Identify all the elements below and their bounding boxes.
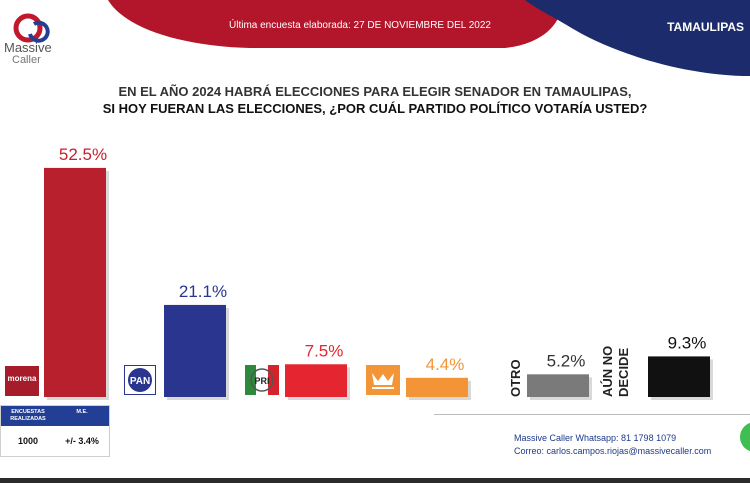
survey-info-table: ENCUESTAS REALIZADAS M.E. 1000 +/- 3.4% [0,405,110,457]
value-label: 9.3% [668,333,707,352]
category-label: DECIDE [616,348,631,397]
pri-logo-icon: PRI [245,365,279,395]
value-label: 5.2% [547,351,586,370]
bar-a-n-no-decide [648,356,710,397]
email-contact: Correo: carlos.campos.riojas@massivecall… [514,446,712,456]
info-table-header: ENCUESTAS REALIZADAS M.E. [1,406,109,426]
survey-date: Última encuesta elaborada: 27 DE NOVIEMB… [229,20,491,31]
category-label: OTRO [508,359,523,397]
value-label: 4.4% [426,355,465,374]
svg-text:PAN: PAN [130,376,150,387]
logo-word-massive: Massive [4,40,52,55]
info-table-values: 1000 +/- 3.4% [1,426,109,456]
logo-word-caller: Caller [12,54,41,66]
whatsapp-contact: Massive Caller Whatsapp: 81 1798 1079 [514,433,677,443]
banner-red-shape [108,0,561,48]
bar-morena [44,167,106,397]
state-label: TAMAULIPAS [667,20,744,34]
info-value-surveys: 1000 [17,436,39,446]
svg-text:PRI: PRI [254,376,269,386]
bar-mc [406,377,468,397]
morena-logo-icon: morena [5,366,39,396]
question-line-1: EN EL AÑO 2024 HABRÁ ELECCIONES PARA ELE… [118,84,632,99]
info-value-margin: +/- 3.4% [65,436,99,446]
whatsapp-icon [740,422,750,452]
value-label: 52.5% [59,145,107,164]
value-label: 21.1% [179,282,227,301]
footer-divider [434,414,750,415]
question-line-2: SI HOY FUERAN LAS ELECCIONES, ¿POR CUÁL … [102,101,648,116]
movimiento-ciudadano-logo-icon [366,365,400,395]
category-label: AÚN NO [600,346,615,397]
massive-caller-logo-icon [13,13,50,43]
info-header-margin: M.E. [76,409,88,415]
bar-pri [285,364,347,397]
pan-logo-icon: PAN [124,365,156,395]
bar-otro [527,374,589,397]
value-label: 7.5% [305,341,344,360]
info-header-surveys: ENCUESTAS REALIZADAS [10,409,46,422]
header-banner [108,0,750,76]
bar-pan [164,304,226,397]
banner-navy-shape [525,0,750,76]
